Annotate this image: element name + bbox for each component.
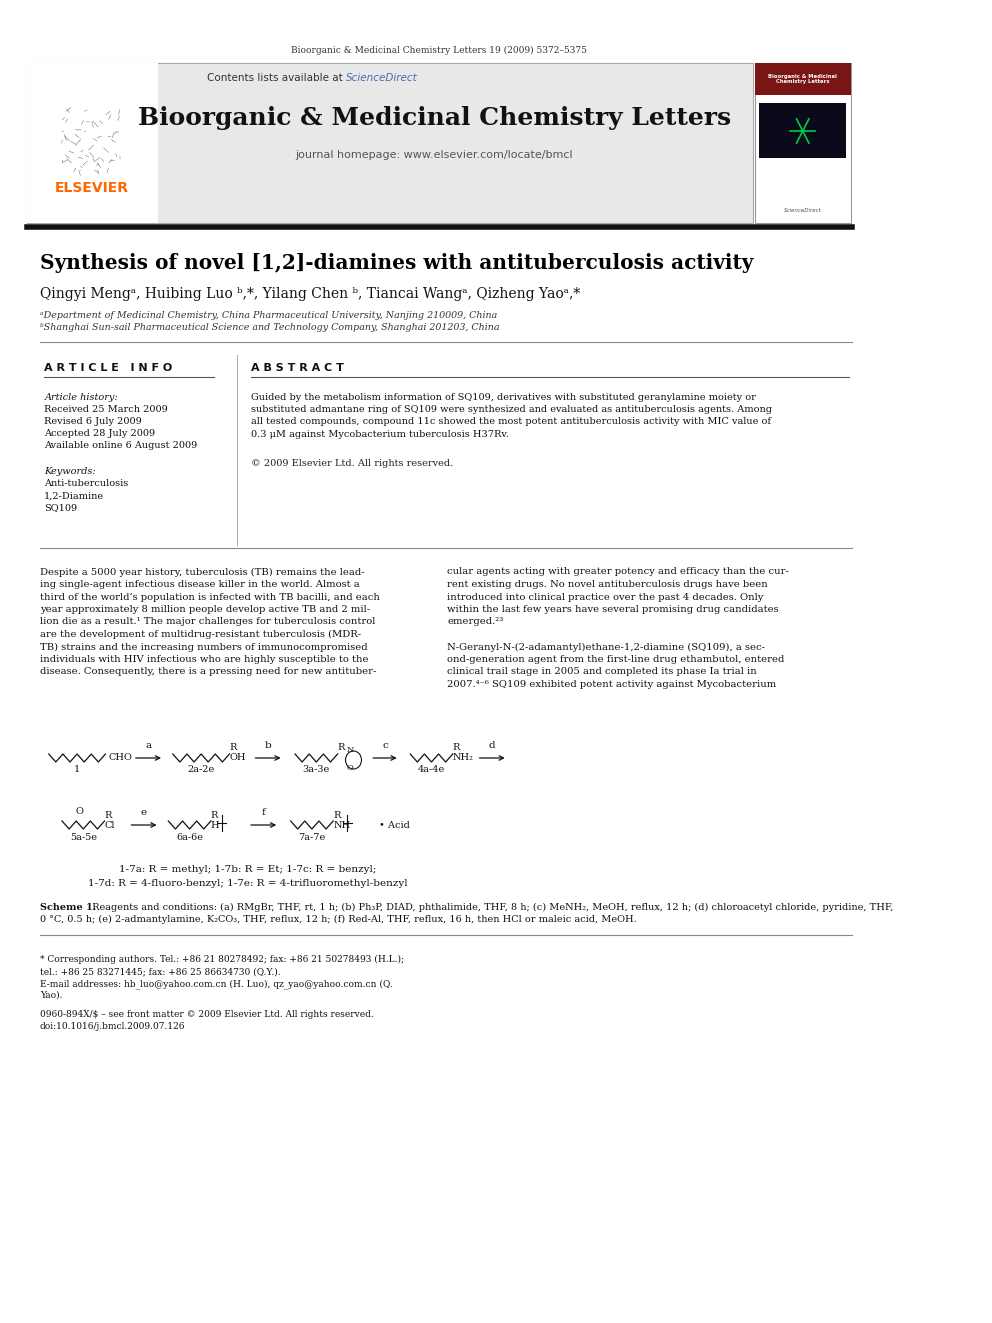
Text: a: a bbox=[146, 741, 152, 750]
Text: disease. Consequently, there is a pressing need for new antituber-: disease. Consequently, there is a pressi… bbox=[40, 668, 376, 676]
Text: 1-7d: R = 4-fluoro-benzyl; 1-7e: R = 4-trifluoromethyl-benzyl: 1-7d: R = 4-fluoro-benzyl; 1-7e: R = 4-t… bbox=[88, 878, 408, 888]
Text: 3a-3e: 3a-3e bbox=[303, 766, 330, 774]
Text: R: R bbox=[229, 744, 237, 753]
Text: R: R bbox=[452, 744, 460, 753]
Text: third of the world’s population is infected with TB bacilli, and each: third of the world’s population is infec… bbox=[40, 593, 380, 602]
Text: 2a-2e: 2a-2e bbox=[187, 766, 214, 774]
Text: 5a-5e: 5a-5e bbox=[69, 832, 97, 841]
Text: 0960-894X/$ – see front matter © 2009 Elsevier Ltd. All rights reserved.: 0960-894X/$ – see front matter © 2009 El… bbox=[40, 1009, 374, 1019]
Text: year approximately 8 million people develop active TB and 2 mil-: year approximately 8 million people deve… bbox=[40, 605, 370, 614]
Text: cular agents acting with greater potency and efficacy than the cur-: cular agents acting with greater potency… bbox=[447, 568, 790, 577]
Text: emerged.²³: emerged.²³ bbox=[447, 618, 504, 627]
Text: are the development of multidrug-resistant tuberculosis (MDR-: are the development of multidrug-resista… bbox=[40, 630, 361, 639]
Text: R: R bbox=[337, 744, 345, 753]
Text: O: O bbox=[75, 807, 83, 815]
Bar bbox=[755, 64, 850, 224]
Bar bbox=[27, 64, 158, 224]
Text: A B S T R A C T: A B S T R A C T bbox=[251, 363, 343, 373]
Text: ScienceDirect: ScienceDirect bbox=[345, 73, 418, 83]
Text: * Corresponding authors. Tel.: +86 21 80278492; fax: +86 21 50278493 (H.L.);: * Corresponding authors. Tel.: +86 21 80… bbox=[40, 955, 404, 964]
Text: individuals with HIV infectious who are highly susceptible to the: individuals with HIV infectious who are … bbox=[40, 655, 368, 664]
Text: Received 25 March 2009: Received 25 March 2009 bbox=[45, 406, 168, 414]
Text: 2007.⁴⁻⁶ SQ109 exhibited potent activity against Mycobacterium: 2007.⁴⁻⁶ SQ109 exhibited potent activity… bbox=[447, 680, 777, 689]
Text: 7a-7e: 7a-7e bbox=[299, 832, 325, 841]
Text: R: R bbox=[333, 811, 340, 819]
Text: © 2009 Elsevier Ltd. All rights reserved.: © 2009 Elsevier Ltd. All rights reserved… bbox=[251, 459, 453, 467]
Text: Bioorganic & Medicinal Chemistry Letters 19 (2009) 5372–5375: Bioorganic & Medicinal Chemistry Letters… bbox=[292, 45, 587, 54]
Text: all tested compounds, compound 11c showed the most potent antituberculosis activ: all tested compounds, compound 11c showe… bbox=[251, 418, 771, 426]
Text: Synthesis of novel [1,2]-diamines with antituberculosis activity: Synthesis of novel [1,2]-diamines with a… bbox=[40, 253, 753, 273]
Text: OH: OH bbox=[229, 754, 246, 762]
Text: Yao).: Yao). bbox=[40, 991, 62, 1000]
Text: O: O bbox=[346, 763, 353, 773]
Text: • Acid: • Acid bbox=[379, 820, 410, 830]
Text: Cl: Cl bbox=[104, 820, 115, 830]
Text: Bioorganic & Medicinal Chemistry Letters: Bioorganic & Medicinal Chemistry Letters bbox=[138, 106, 731, 130]
Text: ond-generation agent from the first-line drug ethambutol, entered: ond-generation agent from the first-line… bbox=[447, 655, 785, 664]
Text: R: R bbox=[104, 811, 112, 819]
Text: ᵃDepartment of Medicinal Chemistry, China Pharmaceutical University, Nanjing 210: ᵃDepartment of Medicinal Chemistry, Chin… bbox=[40, 311, 497, 320]
Text: E-mail addresses: hb_luo@yahoo.com.cn (H. Luo), qz_yao@yahoo.com.cn (Q.: E-mail addresses: hb_luo@yahoo.com.cn (H… bbox=[40, 979, 393, 988]
Text: NH: NH bbox=[333, 820, 350, 830]
Text: lion die as a result.¹ The major challenges for tuberculosis control: lion die as a result.¹ The major challen… bbox=[40, 618, 375, 627]
Text: R: R bbox=[211, 811, 218, 819]
Text: journal homepage: www.elsevier.com/locate/bmcl: journal homepage: www.elsevier.com/locat… bbox=[296, 149, 573, 160]
Text: ELSEVIER: ELSEVIER bbox=[55, 181, 128, 194]
Text: A R T I C L E   I N F O: A R T I C L E I N F O bbox=[45, 363, 173, 373]
Text: 6a-6e: 6a-6e bbox=[177, 832, 203, 841]
Text: Contents lists available at: Contents lists available at bbox=[206, 73, 345, 83]
Text: Available online 6 August 2009: Available online 6 August 2009 bbox=[45, 442, 197, 451]
Text: Reagents and conditions: (a) RMgBr, THF, rt, 1 h; (b) Ph₃P, DIAD, phthalimide, T: Reagents and conditions: (a) RMgBr, THF,… bbox=[88, 904, 893, 912]
Text: within the last few years have several promising drug candidates: within the last few years have several p… bbox=[447, 605, 779, 614]
Text: H: H bbox=[211, 820, 219, 830]
Text: CHO: CHO bbox=[109, 754, 133, 762]
Text: Scheme 1.: Scheme 1. bbox=[40, 904, 96, 912]
Text: ScienceDirect: ScienceDirect bbox=[784, 209, 821, 213]
Text: doi:10.1016/j.bmcl.2009.07.126: doi:10.1016/j.bmcl.2009.07.126 bbox=[40, 1021, 186, 1031]
Text: f: f bbox=[262, 808, 266, 818]
Text: 1: 1 bbox=[74, 766, 80, 774]
Text: Anti-tuberculosis: Anti-tuberculosis bbox=[45, 479, 129, 488]
Text: rent existing drugs. No novel antituberculosis drugs have been: rent existing drugs. No novel antituberc… bbox=[447, 579, 768, 589]
Bar bbox=[755, 64, 850, 95]
Text: ing single-agent infectious disease killer in the world. Almost a: ing single-agent infectious disease kill… bbox=[40, 579, 360, 589]
Text: substituted admantane ring of SQ109 were synthesized and evaluated as antituberc: substituted admantane ring of SQ109 were… bbox=[251, 405, 772, 414]
Text: Keywords:: Keywords: bbox=[45, 467, 96, 476]
Text: clinical trail stage in 2005 and completed its phase Ia trial in: clinical trail stage in 2005 and complet… bbox=[447, 668, 757, 676]
Text: d: d bbox=[489, 741, 495, 750]
Text: N-Geranyl-N-(2-adamantyl)ethane-1,2-diamine (SQ109), a sec-: N-Geranyl-N-(2-adamantyl)ethane-1,2-diam… bbox=[447, 643, 766, 651]
Text: 0.3 μM against Mycobacterium tuberculosis H37Rv.: 0.3 μM against Mycobacterium tuberculosi… bbox=[251, 430, 509, 439]
Bar bbox=[759, 103, 846, 157]
Text: Qingyi Mengᵃ, Huibing Luo ᵇ,*, Yilang Chen ᵇ, Tiancai Wangᵃ, Qizheng Yaoᵃ,*: Qingyi Mengᵃ, Huibing Luo ᵇ,*, Yilang Ch… bbox=[40, 287, 580, 302]
Text: 1-7a: R = methyl; 1-7b: R = Et; 1-7c: R = benzyl;: 1-7a: R = methyl; 1-7b: R = Et; 1-7c: R … bbox=[119, 865, 377, 875]
Text: 1,2-Diamine: 1,2-Diamine bbox=[45, 492, 104, 500]
Text: Article history:: Article history: bbox=[45, 393, 118, 401]
Text: 0 °C, 0.5 h; (e) 2-admantylamine, K₂CO₃, THF, reflux, 12 h; (f) Red-Al, THF, ref: 0 °C, 0.5 h; (e) 2-admantylamine, K₂CO₃,… bbox=[40, 916, 637, 925]
Text: Bioorganic & Medicinal
Chemistry Letters: Bioorganic & Medicinal Chemistry Letters bbox=[768, 74, 837, 85]
Text: SQ109: SQ109 bbox=[45, 504, 77, 512]
Text: c: c bbox=[382, 741, 388, 750]
Text: b: b bbox=[265, 741, 272, 750]
Bar bbox=[27, 64, 753, 224]
Text: Accepted 28 July 2009: Accepted 28 July 2009 bbox=[45, 430, 156, 438]
Text: 4a-4e: 4a-4e bbox=[418, 766, 445, 774]
Text: NH₂: NH₂ bbox=[452, 754, 473, 762]
Text: Revised 6 July 2009: Revised 6 July 2009 bbox=[45, 418, 142, 426]
Text: tel.: +86 25 83271445; fax: +86 25 86634730 (Q.Y.).: tel.: +86 25 83271445; fax: +86 25 86634… bbox=[40, 967, 281, 976]
Text: Despite a 5000 year history, tuberculosis (TB) remains the lead-: Despite a 5000 year history, tuberculosi… bbox=[40, 568, 364, 577]
Text: Guided by the metabolism information of SQ109, derivatives with substituted gera: Guided by the metabolism information of … bbox=[251, 393, 756, 401]
Text: N: N bbox=[346, 746, 354, 754]
Text: introduced into clinical practice over the past 4 decades. Only: introduced into clinical practice over t… bbox=[447, 593, 764, 602]
Text: e: e bbox=[141, 808, 147, 818]
Text: TB) strains and the increasing numbers of immunocompromised: TB) strains and the increasing numbers o… bbox=[40, 643, 367, 651]
Text: ᵇShanghai Sun-sail Pharmaceutical Science and Technology Company, Shanghai 20120: ᵇShanghai Sun-sail Pharmaceutical Scienc… bbox=[40, 324, 499, 332]
